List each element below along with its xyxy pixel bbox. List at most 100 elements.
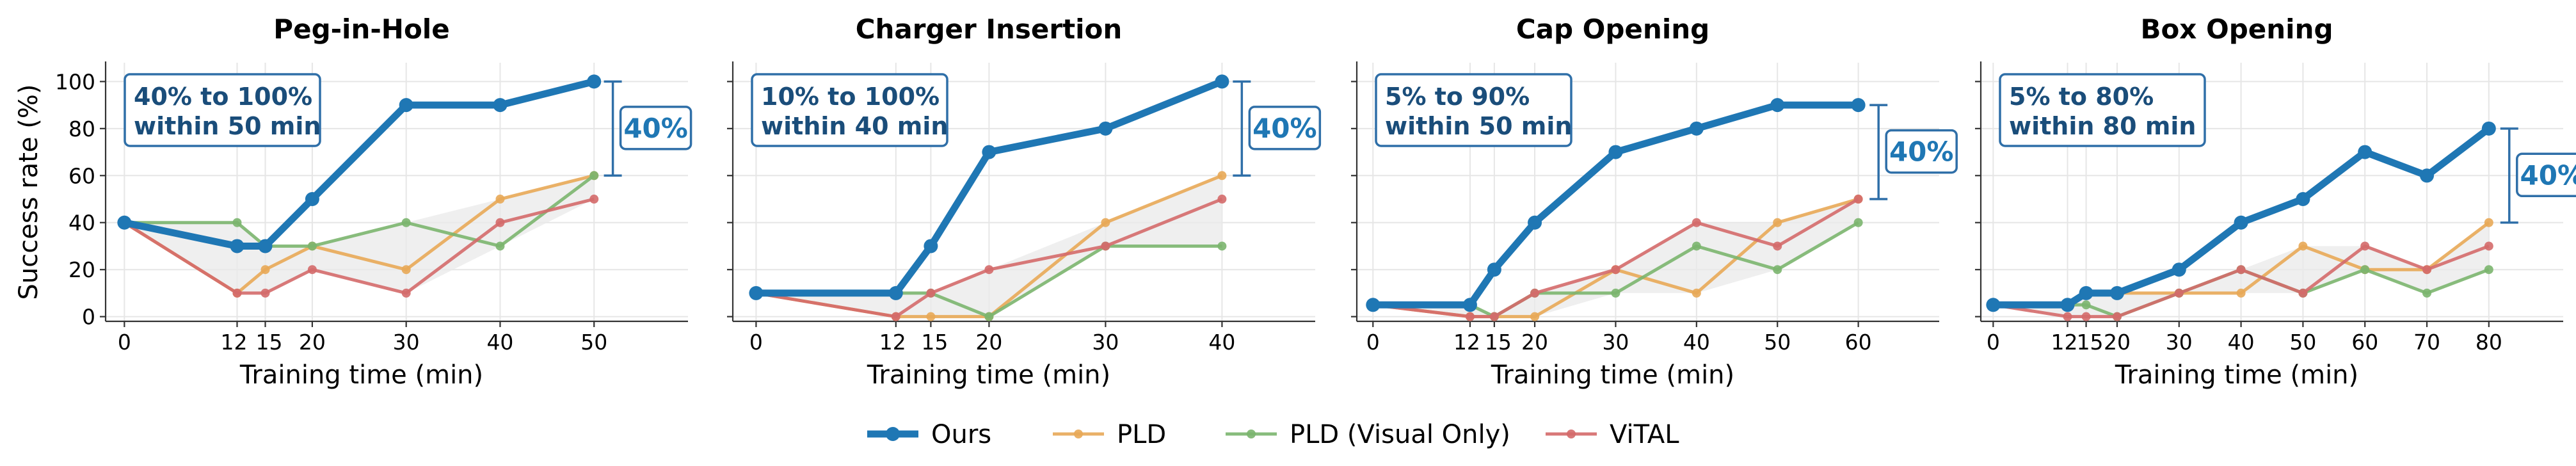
x-tick-label: 60 [1845,330,1872,355]
gap-label-box [1885,129,1958,174]
data-point [1366,298,1380,312]
data-point [1101,241,1110,251]
x-tick-label: 20 [1521,330,1548,355]
gap-label-box [619,106,692,150]
chart-title: Box Opening [2140,13,2333,45]
x-tick-label: 40 [1208,330,1235,355]
data-point [1217,171,1227,181]
x-tick-label: 50 [1764,330,1791,355]
data-point [495,195,505,204]
gap-label-box [1248,106,1322,150]
gap-label: 40% [1889,136,1954,168]
data-point [493,98,508,113]
annotation-line: within 50 min [1385,112,1572,140]
data-point [589,171,599,181]
data-point [1611,288,1620,298]
annotation-line: within 40 min [761,112,948,140]
annotation-line: 5% to 90% [1385,83,1530,111]
data-point [1692,288,1701,298]
data-point [2360,265,2370,275]
panel-2: 0 12 15 20 30 40 Training time (min) Charger In… [727,13,1322,390]
data-point [1530,288,1540,298]
panel-1: 0 20 40 60 80 100 0 12 15 20 30 40 50 Training time (… [14,13,692,390]
data-point [2063,312,2072,321]
data-point [1489,312,1499,321]
data-point [1530,312,1540,321]
data-point [2109,285,2124,300]
data-point [495,241,505,251]
data-point [260,265,270,275]
series-ours [749,74,1229,300]
gap-label: 40% [2520,159,2576,191]
data-point [2236,265,2246,275]
data-point [749,285,764,300]
chart-title: Charger Insertion [856,13,1123,45]
data-point [1773,265,1782,275]
x-tick-label: 30 [1602,330,1629,355]
data-point [2060,298,2075,312]
data-point [1098,121,1113,136]
legend-item: ViTAL [1546,420,1679,449]
data-point [2358,145,2372,159]
legend-marker [886,427,900,441]
y-tick-label: 80 [68,116,95,141]
y-tick-label: 100 [55,69,95,94]
x-tick-label: 30 [2166,330,2193,355]
x-tick-label: 20 [975,330,1002,355]
data-point [984,265,994,275]
gap-label-box [2516,152,2576,198]
data-point [2298,241,2308,251]
data-point [1465,312,1475,321]
annotation-box [124,73,321,147]
data-point [587,74,602,89]
x-tick-label: 30 [1092,330,1119,355]
annotation-box [1375,73,1572,147]
data-point [401,265,411,275]
y-tick-label: 20 [68,257,95,282]
data-point [258,239,273,253]
y-tick-label: 40 [68,211,95,236]
data-point [982,145,996,159]
data-point [232,218,242,227]
improvement-annotation: 40% to 100% within 50 min [124,73,321,147]
improvement-annotation: 5% to 80% within 80 min [1999,73,2206,147]
data-point [307,241,317,251]
legend-label: PLD [1117,420,1166,449]
data-point [2079,285,2093,300]
data-point [2081,300,2091,310]
y-axis-label: Success rate (%) [14,84,44,300]
series-line [1993,125,2492,309]
annotation-box [751,73,948,147]
data-point [984,312,994,321]
legend-marker [1074,430,1083,438]
data-point [1101,218,1110,227]
x-tick-label: 15 [1485,330,1512,355]
annotation-box [1999,73,2206,147]
data-point [401,218,411,227]
data-point [2174,288,2184,298]
data-point [891,312,900,321]
x-tick-label: 30 [393,330,420,355]
data-point [1853,195,1863,204]
x-tick-label: 40 [486,330,513,355]
series-line [1992,244,2490,319]
annotation-text: 40% to 100% within 50 min [134,83,321,140]
annotation-text: 10% to 100% within 40 min [761,83,948,140]
legend-marker [1567,430,1576,438]
x-tick-label: 12 [879,330,906,355]
x-tick-label: 0 [1366,330,1380,355]
x-tick-label: 0 [749,330,763,355]
data-point [589,195,599,204]
x-tick-label: 0 [1987,330,2000,355]
x-tick-label: 12 [1453,330,1480,355]
data-point [1462,298,1477,312]
data-point [2236,288,2246,298]
data-point [2172,262,2186,277]
data-point [1611,265,1620,275]
series-line [756,78,1224,297]
legend-label: PLD (Visual Only) [1290,420,1510,449]
data-point [401,288,411,298]
legend-item: Ours [867,420,991,449]
